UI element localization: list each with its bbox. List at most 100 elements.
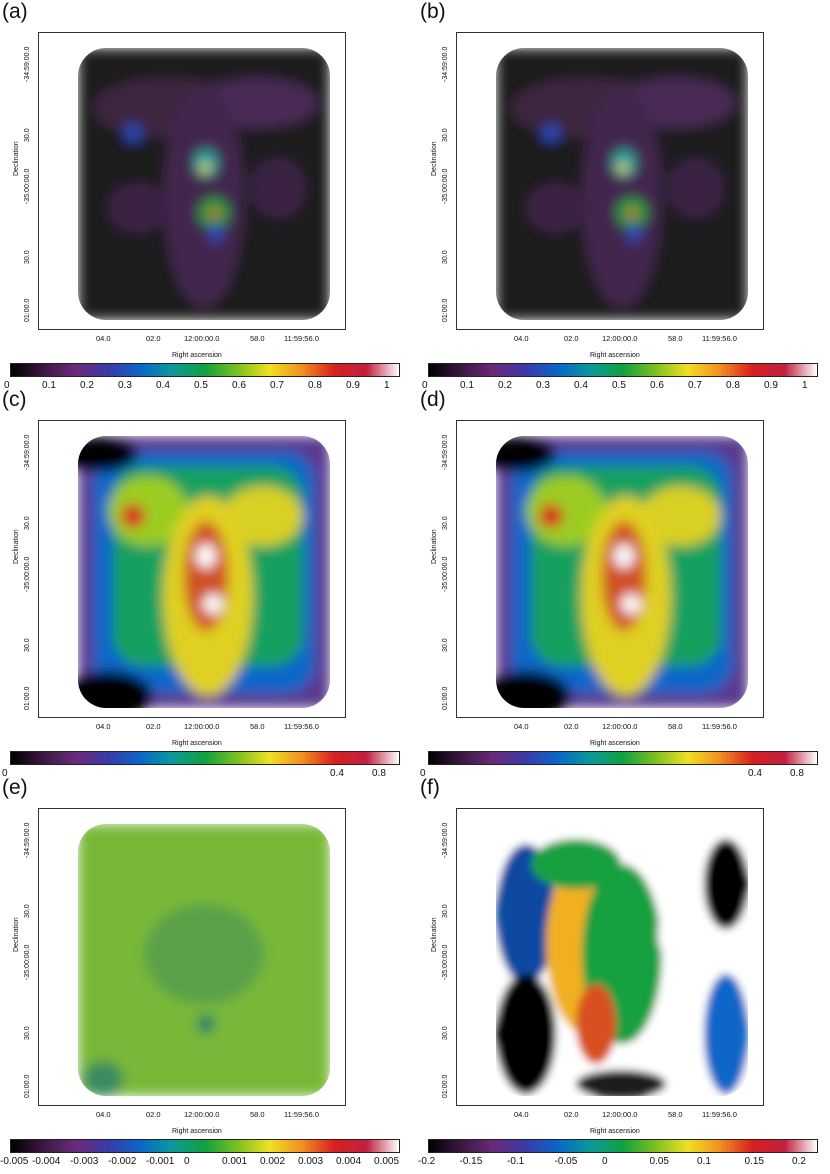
x-tick-label: 58.0 (668, 722, 683, 731)
colorbar-tick-label: 0.15 (744, 1156, 764, 1167)
x-tick-label: 11:59:56.0 (284, 1110, 319, 1119)
y-tick-label: -34:59:00.0 (24, 434, 31, 470)
sky-map-image (496, 48, 748, 320)
y-tick-label: -34:59:00.0 (442, 822, 449, 858)
y-tick-label: 01:00.0 (442, 686, 449, 710)
x-axis-label: Right ascension (172, 740, 222, 747)
colorbar-tick-label: 0 (422, 380, 428, 391)
x-tick-label: 58.0 (250, 334, 265, 343)
y-axis-label: Declination (13, 529, 20, 564)
colorbar-tick-label: 0.7 (270, 380, 284, 391)
y-tick-label: -35:00:00.0 (24, 556, 31, 592)
x-tick-label: 12:00:00.0 (602, 722, 638, 731)
colorbar-tick-label: -0.2 (418, 1156, 436, 1167)
y-tick-label: -35:00:00.0 (442, 944, 449, 980)
colorbar-tick-label: -0.005 (0, 1156, 29, 1167)
y-tick-label: -34:59:00.0 (24, 46, 31, 82)
y-tick-label: 30.0 (442, 1026, 449, 1040)
plot-frame (38, 808, 346, 1106)
panel-d: (d) Declination -34:59:00.0 30.0 -35:00:00.0… (418, 388, 830, 779)
y-tick-label: 30.0 (24, 904, 31, 918)
colorbar-tick-label: 0.9 (346, 380, 360, 391)
y-tick-label: -34:59:00.0 (442, 46, 449, 82)
y-tick-label: 01:00.0 (24, 298, 31, 322)
colorbar-tick-label: 0 (420, 768, 426, 779)
y-tick-label: 30.0 (442, 516, 449, 530)
x-tick-label: 58.0 (668, 334, 683, 343)
panel-label: (c) (2, 388, 27, 411)
colorbar-tick-label: -0.004 (32, 1156, 61, 1167)
y-tick-label: 30.0 (24, 638, 31, 652)
x-tick-label: 12:00:00.0 (184, 1110, 220, 1119)
plot-frame (38, 420, 346, 718)
colorbar-tick-label: 0.005 (374, 1156, 400, 1167)
y-tick-label: 30.0 (24, 516, 31, 530)
plot-frame (456, 32, 764, 330)
colorbar (428, 363, 818, 377)
x-tick-label: 11:59:56.0 (284, 722, 319, 731)
colorbar-tick-label: 0.4 (748, 768, 762, 779)
x-tick-label: 11:59:56.0 (702, 334, 737, 343)
panel-a: (a) Declination -34:59:00.0 30.0 -35:00:00.0… (0, 0, 415, 391)
sky-map-image (78, 824, 330, 1096)
sky-map-image (496, 436, 748, 708)
colorbar (428, 751, 818, 765)
colorbar-tick-label: 0.1 (42, 380, 56, 391)
x-tick-label: 58.0 (668, 1110, 683, 1119)
y-tick-label: 01:00.0 (442, 1074, 449, 1098)
y-tick-label: 30.0 (442, 250, 449, 264)
colorbar (428, 1139, 818, 1153)
colorbar-tick-label: 0.7 (688, 380, 702, 391)
x-tick-label: 02.0 (146, 1110, 161, 1119)
x-tick-label: 04.0 (96, 334, 111, 343)
colorbar-tick-label: 0.2 (792, 1156, 806, 1167)
x-axis-label: Right ascension (172, 1128, 222, 1135)
x-tick-label: 04.0 (96, 1110, 111, 1119)
y-tick-label: 30.0 (24, 250, 31, 264)
x-tick-label: 12:00:00.0 (602, 334, 638, 343)
colorbar-tick-label: 0.4 (574, 380, 588, 391)
panel-label: (b) (420, 0, 446, 23)
y-tick-label: -35:00:00.0 (442, 168, 449, 204)
x-tick-label: 11:59:56.0 (702, 1110, 737, 1119)
y-axis-label: Declination (431, 529, 438, 564)
colorbar-tick-label: 0 (184, 1156, 190, 1167)
y-axis-label: Declination (13, 141, 20, 176)
y-tick-label: 30.0 (24, 1026, 31, 1040)
x-tick-label: 04.0 (96, 722, 111, 731)
colorbar-tick-label: -0.05 (554, 1156, 578, 1167)
colorbar-tick-label: 0.1 (697, 1156, 711, 1167)
sky-map-image (78, 436, 330, 708)
colorbar-tick-label: 0.4 (156, 380, 170, 391)
colorbar-tick-label: 0.6 (650, 380, 664, 391)
y-tick-label: 30.0 (442, 638, 449, 652)
x-tick-label: 12:00:00.0 (184, 722, 220, 731)
colorbar-tick-label: -0.002 (108, 1156, 137, 1167)
x-axis-label: Right ascension (590, 1128, 640, 1135)
y-axis-label: Declination (13, 917, 20, 952)
y-tick-label: -35:00:00.0 (24, 944, 31, 980)
x-tick-label: 04.0 (514, 1110, 529, 1119)
x-tick-label: 02.0 (564, 334, 579, 343)
y-tick-label: 01:00.0 (24, 1074, 31, 1098)
colorbar-tick-label: -0.1 (507, 1156, 525, 1167)
colorbar (10, 751, 400, 765)
x-tick-label: 12:00:00.0 (184, 334, 220, 343)
colorbar-tick-label: 0.3 (118, 380, 132, 391)
x-axis-label: Right ascension (590, 352, 640, 359)
colorbar-tick-label: 0.8 (726, 380, 740, 391)
y-tick-label: 30.0 (442, 904, 449, 918)
sky-map-image (78, 48, 330, 320)
panel-label: (f) (420, 776, 440, 799)
x-tick-label: 11:59:56.0 (284, 334, 319, 343)
colorbar-tick-label: 0.5 (612, 380, 626, 391)
colorbar (10, 363, 400, 377)
colorbar-tick-label: 0.4 (330, 768, 344, 779)
colorbar-tick-label: 0.002 (260, 1156, 286, 1167)
colorbar-tick-label: 0.8 (790, 768, 804, 779)
colorbar-tick-label: 0.5 (194, 380, 208, 391)
panel-c: (c) Declination -34:59:00.0 30.0 -35:00:00.0… (0, 388, 415, 779)
colorbar-tick-label: 0.004 (336, 1156, 362, 1167)
x-axis-label: Right ascension (590, 740, 640, 747)
colorbar-tick-label: -0.003 (70, 1156, 99, 1167)
